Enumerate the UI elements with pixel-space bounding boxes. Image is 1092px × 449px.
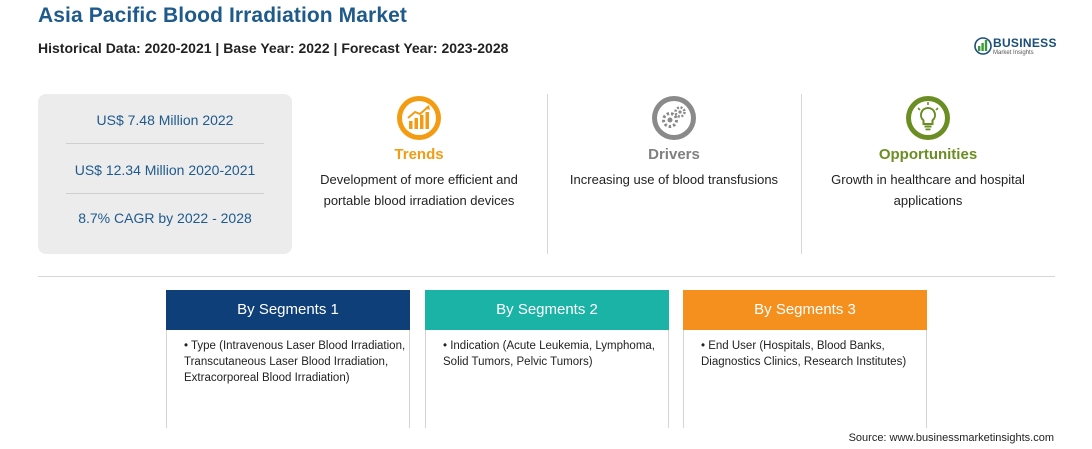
- market-stats-panel: US$ 7.48 Million 2022 US$ 12.34 Million …: [38, 94, 292, 254]
- logo-name: BUSINESS: [993, 36, 1057, 50]
- trends-title: Trends: [394, 146, 444, 163]
- stat-market-size-historical: US$ 12.34 Million 2020-2021: [74, 162, 256, 178]
- source-citation: Source: www.businessmarketinsights.com: [848, 432, 1054, 444]
- opportunities-column: Opportunities Growth in healthcare and h…: [808, 94, 1048, 211]
- logo-tagline: Market Insights: [993, 50, 1034, 56]
- segment-2-card: By Segments 2 • Indication (Acute Leukem…: [425, 290, 669, 430]
- lightbulb-icon: [904, 94, 952, 142]
- segment-1-card: By Segments 1 • Type (Intravenous Laser …: [166, 290, 410, 430]
- segment-2-title: By Segments 2: [425, 290, 669, 330]
- trends-column: Trends Development of more efficient and…: [299, 94, 539, 211]
- drivers-title: Drivers: [648, 146, 700, 163]
- stat-market-size-2022: US$ 7.48 Million 2022: [96, 112, 234, 128]
- trends-text: Development of more efficient and portab…: [320, 172, 518, 208]
- stat-cagr: 8.7% CAGR by 2022 - 2028: [78, 210, 252, 226]
- column-divider: [801, 94, 802, 254]
- trend-chart-icon: [395, 94, 443, 142]
- segment-2-body: • Indication (Acute Leukemia, Lymphoma, …: [425, 330, 669, 428]
- opportunities-text: Growth in healthcare and hospital applic…: [831, 172, 1025, 208]
- drivers-column: Drivers Increasing use of blood transfus…: [554, 94, 794, 190]
- page-subtitle: Historical Data: 2020-2021 | Base Year: …: [38, 40, 509, 56]
- drivers-text: Increasing use of blood transfusions: [569, 172, 779, 187]
- segment-3-text: • End User (Hospitals, Blood Banks, Diag…: [701, 340, 907, 368]
- section-divider: [38, 276, 1055, 277]
- segment-3-title: By Segments 3: [683, 290, 927, 330]
- page-title: Asia Pacific Blood Irradiation Market: [38, 4, 407, 27]
- stat-divider: [66, 193, 264, 194]
- segment-3-card: By Segments 3 • End User (Hospitals, Blo…: [683, 290, 927, 430]
- segment-1-body: • Type (Intravenous Laser Blood Irradiat…: [166, 330, 410, 428]
- segment-1-title: By Segments 1: [166, 290, 410, 330]
- segment-3-body: • End User (Hospitals, Blood Banks, Diag…: [683, 330, 927, 428]
- stat-divider: [66, 143, 264, 144]
- company-logo: [974, 37, 992, 55]
- column-divider: [547, 94, 548, 254]
- opportunities-title: Opportunities: [878, 146, 978, 163]
- segment-2-text: • Indication (Acute Leukemia, Lymphoma, …: [443, 340, 655, 368]
- segment-1-text: • Type (Intravenous Laser Blood Irradiat…: [184, 340, 406, 384]
- gears-icon: [650, 94, 698, 142]
